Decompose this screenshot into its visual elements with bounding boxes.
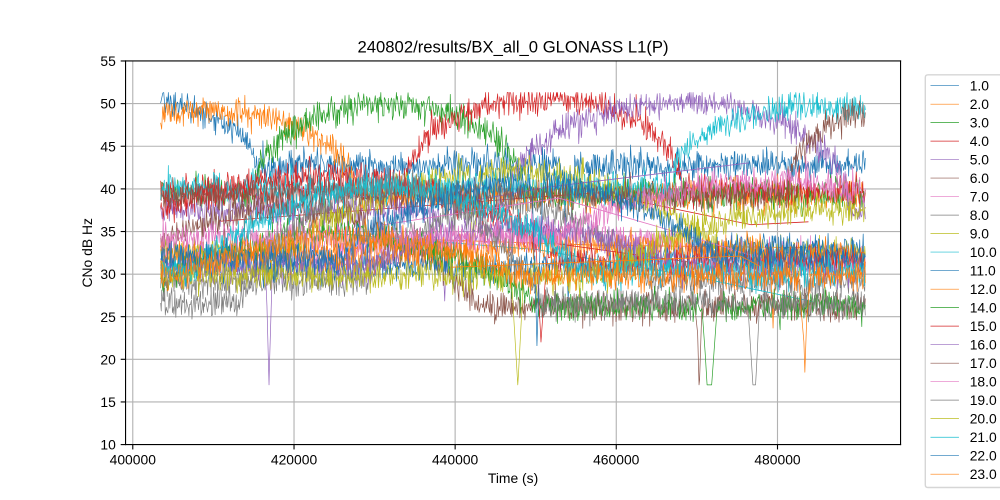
svg-text:16.0: 16.0 (970, 336, 997, 352)
svg-text:15: 15 (100, 394, 116, 410)
svg-text:10.0: 10.0 (970, 244, 997, 260)
svg-text:440000: 440000 (432, 451, 479, 467)
svg-text:240802/results/BX_all_0 GLONAS: 240802/results/BX_all_0 GLONASS L1(P) (358, 38, 669, 57)
svg-text:30: 30 (100, 266, 116, 282)
svg-text:11.0: 11.0 (970, 263, 996, 279)
svg-text:18.0: 18.0 (970, 374, 997, 390)
svg-text:35: 35 (100, 224, 116, 240)
svg-text:12.0: 12.0 (970, 281, 997, 297)
svg-text:19.0: 19.0 (970, 392, 997, 408)
svg-text:5.0: 5.0 (970, 151, 990, 167)
svg-text:17.0: 17.0 (970, 355, 997, 371)
svg-text:6.0: 6.0 (970, 170, 990, 186)
svg-text:45: 45 (100, 138, 116, 154)
svg-text:400000: 400000 (110, 451, 157, 467)
svg-text:14.0: 14.0 (970, 300, 997, 316)
svg-text:7.0: 7.0 (970, 189, 990, 205)
svg-text:8.0: 8.0 (970, 207, 990, 223)
svg-text:20.0: 20.0 (970, 410, 997, 426)
svg-text:3.0: 3.0 (970, 115, 990, 131)
svg-text:23.0: 23.0 (970, 466, 997, 482)
svg-text:480000: 480000 (754, 451, 801, 467)
svg-text:10: 10 (100, 437, 116, 453)
svg-text:21.0: 21.0 (970, 429, 997, 445)
svg-text:Time (s): Time (s) (488, 470, 538, 486)
svg-text:55: 55 (100, 53, 116, 69)
svg-text:9.0: 9.0 (970, 225, 990, 241)
svg-text:20: 20 (100, 351, 116, 367)
svg-text:15.0: 15.0 (970, 318, 997, 334)
svg-text:CNo dB Hz: CNo dB Hz (79, 218, 95, 287)
svg-text:25: 25 (100, 309, 116, 325)
svg-text:2.0: 2.0 (970, 96, 990, 112)
svg-text:50: 50 (100, 96, 116, 112)
svg-text:40: 40 (100, 181, 116, 197)
svg-text:420000: 420000 (271, 451, 318, 467)
svg-text:4.0: 4.0 (970, 133, 990, 149)
svg-text:22.0: 22.0 (970, 448, 997, 464)
svg-text:1.0: 1.0 (970, 77, 990, 93)
svg-text:460000: 460000 (593, 451, 640, 467)
